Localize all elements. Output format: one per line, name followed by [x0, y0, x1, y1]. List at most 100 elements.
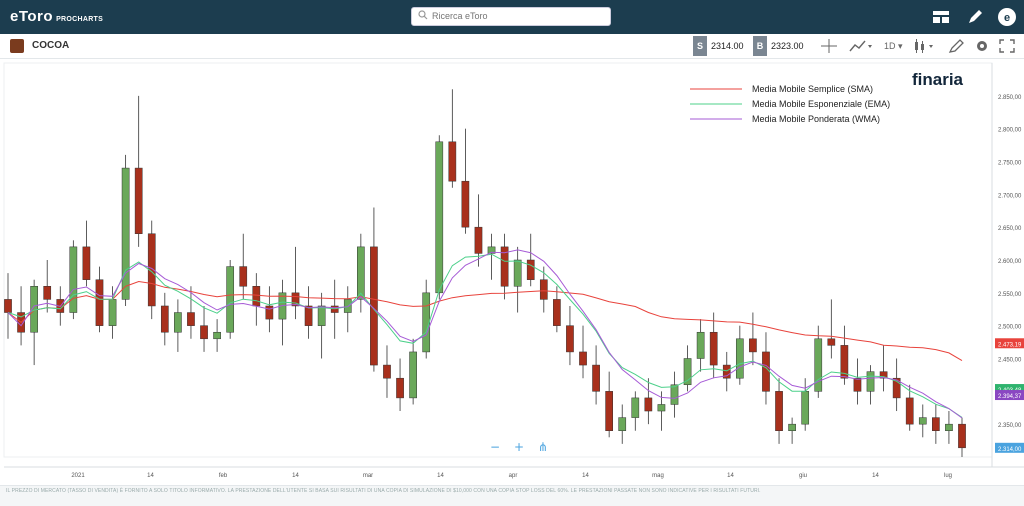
- candle-body[interactable]: [631, 397, 640, 418]
- candle-body[interactable]: [200, 325, 208, 340]
- candle-body[interactable]: [435, 141, 444, 294]
- layout-icon[interactable]: [931, 7, 951, 27]
- interval-selector[interactable]: 1D ▾: [884, 41, 903, 51]
- candle-body[interactable]: [500, 246, 509, 287]
- candle-body[interactable]: [383, 364, 391, 379]
- candle-body[interactable]: [605, 391, 613, 431]
- candle-body[interactable]: [683, 358, 692, 386]
- candle-body[interactable]: [827, 338, 836, 346]
- zoom-out-button[interactable]: −: [490, 440, 500, 454]
- candlestick-icon[interactable]: [912, 38, 938, 54]
- candle-body[interactable]: [291, 292, 300, 307]
- candle-body[interactable]: [958, 423, 966, 449]
- candle-body[interactable]: [566, 325, 574, 353]
- candle-body[interactable]: [357, 246, 365, 300]
- candle-body[interactable]: [487, 246, 496, 254]
- candle-body[interactable]: [579, 351, 587, 366]
- brand-sub: PROCHARTS: [56, 16, 104, 23]
- candle-body[interactable]: [4, 299, 12, 313]
- etoro-profile-icon[interactable]: e: [997, 7, 1017, 27]
- buy-price[interactable]: B 2323.00: [753, 36, 804, 56]
- candle-body[interactable]: [422, 292, 431, 353]
- candle-body[interactable]: [187, 312, 195, 326]
- candle-body[interactable]: [709, 331, 718, 366]
- candle-body[interactable]: [788, 423, 796, 431]
- candle-body[interactable]: [213, 331, 221, 340]
- candle-body[interactable]: [409, 351, 417, 399]
- candle-body[interactable]: [592, 364, 600, 392]
- candle-body[interactable]: [918, 417, 927, 425]
- price-tag-label: 2.314,00: [998, 447, 1022, 453]
- legend-label: Media Mobile Esponenziale (EMA): [752, 99, 890, 109]
- candle-body[interactable]: [553, 299, 561, 326]
- candle-body[interactable]: [265, 305, 274, 320]
- candle-body[interactable]: [526, 259, 535, 280]
- candle-body[interactable]: [644, 397, 653, 412]
- candle-body[interactable]: [932, 417, 940, 431]
- fullscreen-icon[interactable]: [998, 38, 1016, 54]
- candle-body[interactable]: [474, 226, 483, 254]
- candle-body[interactable]: [147, 233, 156, 307]
- search-box[interactable]: [411, 7, 611, 26]
- price-tag-label: 2.473,19: [998, 342, 1022, 348]
- y-tick-label: 2.600,00: [998, 259, 1022, 265]
- candle-body[interactable]: [160, 305, 169, 333]
- x-tick-label: mar: [363, 473, 373, 479]
- candle-body[interactable]: [866, 371, 875, 392]
- candle-body[interactable]: [108, 299, 117, 326]
- candle-body[interactable]: [396, 377, 404, 399]
- candle-body[interactable]: [905, 397, 914, 425]
- candle-body[interactable]: [539, 279, 548, 300]
- candle-body[interactable]: [174, 312, 182, 333]
- candle-body[interactable]: [43, 286, 52, 300]
- candle-body[interactable]: [749, 338, 757, 353]
- candle-body[interactable]: [775, 391, 783, 431]
- candle-body[interactable]: [82, 246, 91, 280]
- candle-body[interactable]: [304, 305, 313, 326]
- drawing-icon[interactable]: [948, 38, 966, 54]
- candle-body[interactable]: [370, 246, 378, 366]
- candle-body[interactable]: [853, 377, 862, 392]
- candle-body[interactable]: [317, 305, 326, 326]
- candle-body[interactable]: [69, 246, 78, 313]
- sell-price[interactable]: S 2314.00: [693, 36, 744, 56]
- candle-body[interactable]: [330, 305, 339, 313]
- etoro-logo[interactable]: eToro PROCHARTS: [10, 8, 103, 25]
- candle-body[interactable]: [121, 167, 130, 300]
- disclaimer-text: IL PREZZO DI MERCATO (TASSO DI VENDITA) …: [6, 488, 761, 494]
- footer: [0, 485, 1024, 506]
- instrument-name: COCOA: [32, 40, 70, 51]
- search-input[interactable]: [432, 9, 602, 23]
- candle-body[interactable]: [252, 286, 261, 307]
- candle-body[interactable]: [879, 371, 888, 379]
- candle-body[interactable]: [945, 423, 953, 431]
- candle-body[interactable]: [95, 279, 104, 326]
- candle-body[interactable]: [762, 351, 770, 392]
- candle-body[interactable]: [134, 167, 143, 234]
- candle-body[interactable]: [461, 180, 470, 228]
- candle-body[interactable]: [670, 384, 679, 405]
- price-chart[interactable]: 2.850,00 2.800,00 2.750,00 2.700,00 2.650,00…: [0, 59, 1024, 485]
- candle-body[interactable]: [892, 377, 901, 399]
- x-tick-label: feb: [219, 473, 228, 479]
- candle-body[interactable]: [226, 266, 235, 333]
- chart-type-icon[interactable]: [848, 38, 874, 54]
- candle-body[interactable]: [513, 259, 522, 287]
- candle-body[interactable]: [840, 345, 849, 379]
- gear-icon[interactable]: [973, 38, 991, 54]
- crosshair-icon[interactable]: [820, 38, 838, 54]
- candle-body[interactable]: [814, 338, 823, 392]
- zoom-in-button[interactable]: +: [514, 440, 524, 454]
- candle-body[interactable]: [696, 331, 705, 359]
- x-tick-label: 14: [872, 473, 879, 479]
- share-icon[interactable]: ⋔: [538, 440, 548, 454]
- candle-body[interactable]: [618, 417, 627, 431]
- candle-body[interactable]: [735, 338, 744, 379]
- candle-body[interactable]: [448, 141, 457, 182]
- candle-body[interactable]: [239, 266, 248, 287]
- pencil-icon[interactable]: [965, 7, 985, 27]
- candle-body[interactable]: [722, 364, 731, 379]
- candle-body[interactable]: [801, 391, 810, 425]
- y-tick-label: 2.850,00: [998, 95, 1022, 101]
- candle-body[interactable]: [657, 404, 666, 412]
